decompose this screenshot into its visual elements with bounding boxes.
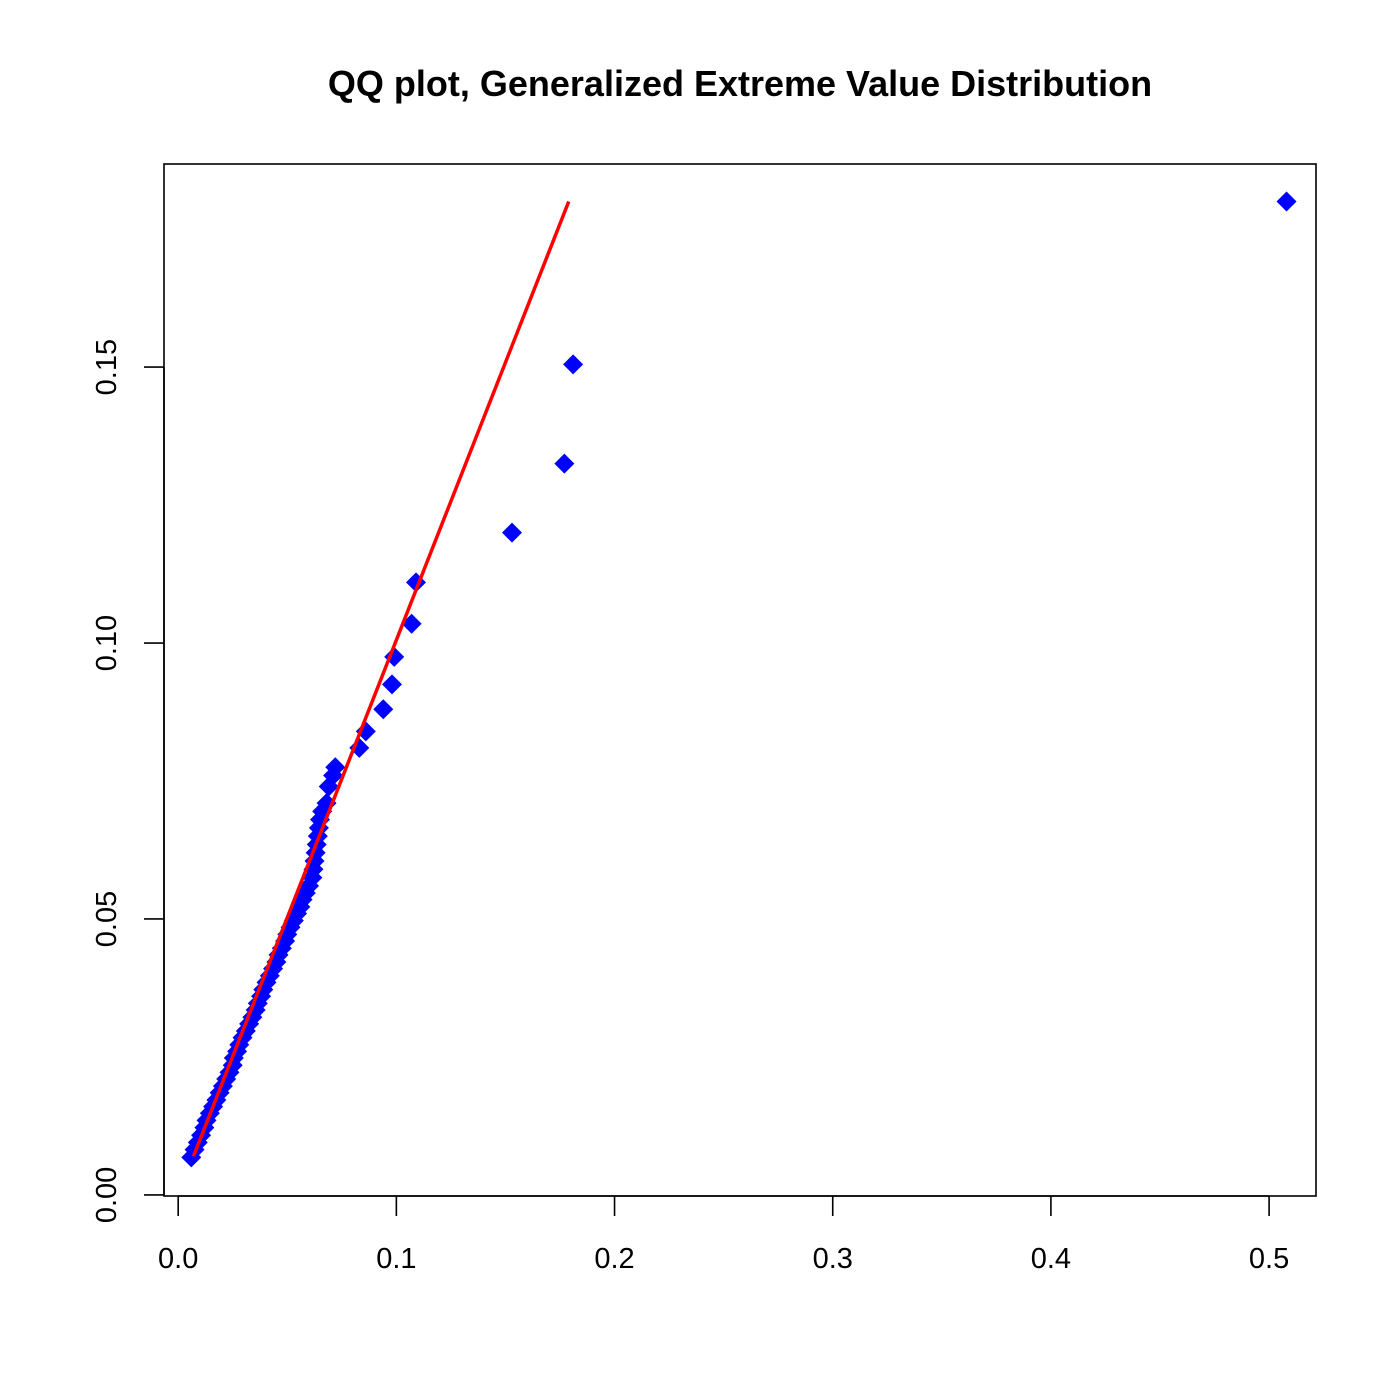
data-point bbox=[563, 354, 584, 375]
y-tick-label: 0.05 bbox=[91, 891, 123, 947]
data-point bbox=[401, 613, 422, 634]
reference-line bbox=[191, 200, 571, 1157]
y-tick-label: 0.10 bbox=[91, 615, 123, 671]
x-tick-label: 0.4 bbox=[1031, 1243, 1071, 1275]
x-tick-label: 0.3 bbox=[813, 1243, 853, 1275]
reference-line-group bbox=[191, 200, 571, 1157]
data-points bbox=[181, 191, 1297, 1168]
y-tick-label: 0.15 bbox=[91, 339, 123, 395]
data-point bbox=[502, 522, 522, 543]
data-point bbox=[325, 757, 346, 778]
x-tick-label: 0.2 bbox=[594, 1243, 634, 1275]
data-point bbox=[1276, 191, 1297, 212]
y-tick-label: 0.00 bbox=[91, 1167, 123, 1223]
x-tick-label: 0.5 bbox=[1249, 1243, 1289, 1275]
data-point bbox=[373, 699, 394, 720]
x-tick-label: 0.1 bbox=[376, 1243, 416, 1275]
x-axis: 0.0 0.1 0.2 0.3 0.4 0.5 bbox=[158, 1195, 1289, 1275]
data-point bbox=[554, 453, 575, 474]
x-tick-label: 0.0 bbox=[158, 1243, 198, 1275]
chart-title: QQ plot, Generalized Extreme Value Distr… bbox=[328, 63, 1152, 104]
plot-area-frame bbox=[163, 163, 1317, 1197]
y-axis: 0.00 0.05 0.10 0.15 bbox=[91, 339, 165, 1223]
data-point bbox=[382, 674, 402, 695]
